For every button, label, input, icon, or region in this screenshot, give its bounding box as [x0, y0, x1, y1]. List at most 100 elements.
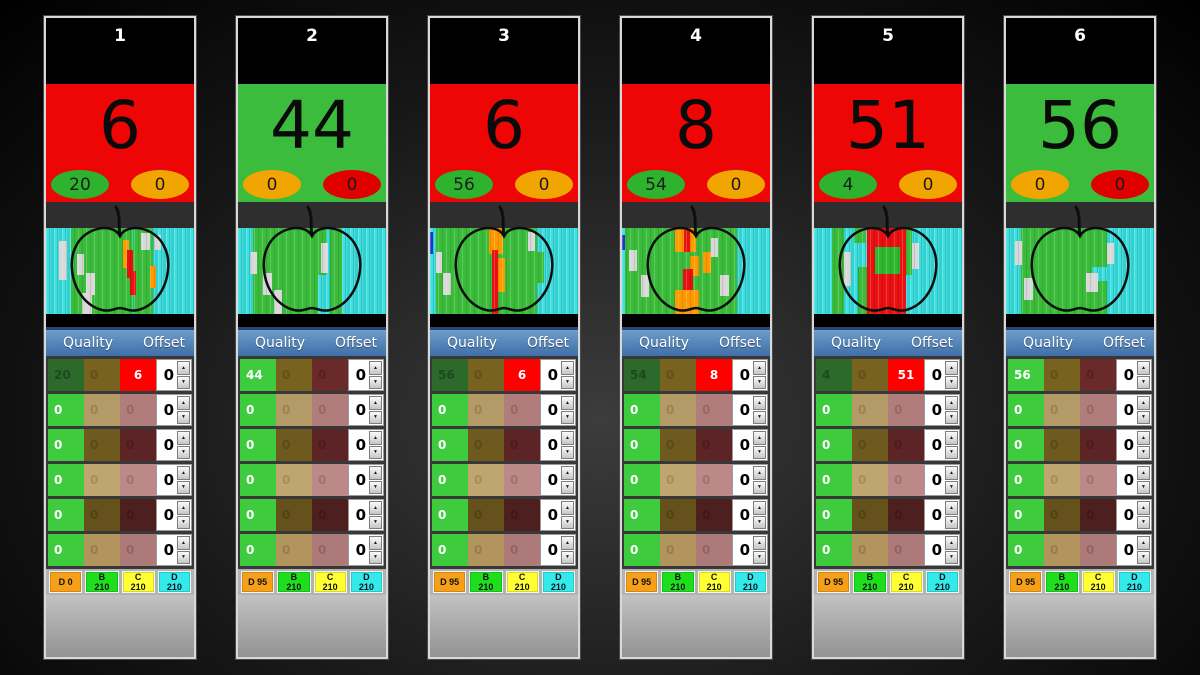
- spinner-up-button[interactable]: ▲: [369, 501, 382, 515]
- spinner-down-button[interactable]: ▼: [753, 410, 766, 424]
- spinner-up-button[interactable]: ▲: [561, 466, 574, 480]
- spinner-down-button[interactable]: ▼: [1137, 515, 1150, 529]
- offset-value[interactable]: 0: [1123, 436, 1134, 454]
- spinner-up-button[interactable]: ▲: [177, 466, 190, 480]
- grade-button-1[interactable]: D 95: [817, 571, 851, 593]
- spinner-up-button[interactable]: ▲: [753, 536, 766, 550]
- offset-value[interactable]: 0: [931, 401, 942, 419]
- spinner-up-button[interactable]: ▲: [561, 396, 574, 410]
- offset-value[interactable]: 0: [163, 401, 174, 419]
- spinner-down-button[interactable]: ▼: [561, 375, 574, 389]
- grade-button-4[interactable]: D 210: [157, 571, 191, 593]
- spinner-down-button[interactable]: ▼: [945, 445, 958, 459]
- grade-button-2[interactable]: B 210: [469, 571, 503, 593]
- offset-value[interactable]: 0: [163, 366, 174, 384]
- spinner-up-button[interactable]: ▲: [1137, 536, 1150, 550]
- grade-button-4[interactable]: D 210: [733, 571, 767, 593]
- spinner-down-button[interactable]: ▼: [369, 445, 382, 459]
- offset-value[interactable]: 0: [163, 541, 174, 559]
- spinner-up-button[interactable]: ▲: [1137, 431, 1150, 445]
- spinner-down-button[interactable]: ▼: [753, 445, 766, 459]
- grade-button-2[interactable]: B 210: [277, 571, 311, 593]
- grade-button-2[interactable]: B 210: [853, 571, 887, 593]
- spinner-down-button[interactable]: ▼: [177, 410, 190, 424]
- spinner-down-button[interactable]: ▼: [369, 550, 382, 564]
- spinner-down-button[interactable]: ▼: [753, 375, 766, 389]
- spinner-up-button[interactable]: ▲: [945, 396, 958, 410]
- spinner-up-button[interactable]: ▲: [945, 431, 958, 445]
- spinner-down-button[interactable]: ▼: [753, 515, 766, 529]
- offset-value[interactable]: 0: [547, 541, 558, 559]
- offset-value[interactable]: 0: [355, 436, 366, 454]
- spinner-down-button[interactable]: ▼: [177, 375, 190, 389]
- spinner-up-button[interactable]: ▲: [1137, 501, 1150, 515]
- spinner-up-button[interactable]: ▲: [753, 361, 766, 375]
- offset-value[interactable]: 0: [739, 401, 750, 419]
- spinner-up-button[interactable]: ▲: [753, 431, 766, 445]
- spinner-up-button[interactable]: ▲: [753, 501, 766, 515]
- grade-button-2[interactable]: B 210: [1045, 571, 1079, 593]
- spinner-down-button[interactable]: ▼: [561, 445, 574, 459]
- offset-value[interactable]: 0: [931, 471, 942, 489]
- offset-value[interactable]: 0: [547, 401, 558, 419]
- grade-button-3[interactable]: C 210: [889, 571, 923, 593]
- grade-button-3[interactable]: C 210: [121, 571, 155, 593]
- grade-button-3[interactable]: C 210: [1081, 571, 1115, 593]
- spinner-down-button[interactable]: ▼: [177, 480, 190, 494]
- grade-button-1[interactable]: D 0: [49, 571, 83, 593]
- offset-value[interactable]: 0: [547, 471, 558, 489]
- spinner-up-button[interactable]: ▲: [177, 431, 190, 445]
- grade-button-1[interactable]: D 95: [433, 571, 467, 593]
- offset-value[interactable]: 0: [355, 541, 366, 559]
- spinner-down-button[interactable]: ▼: [561, 550, 574, 564]
- spinner-down-button[interactable]: ▼: [561, 480, 574, 494]
- spinner-down-button[interactable]: ▼: [177, 445, 190, 459]
- spinner-up-button[interactable]: ▲: [177, 396, 190, 410]
- spinner-up-button[interactable]: ▲: [561, 501, 574, 515]
- offset-value[interactable]: 0: [931, 506, 942, 524]
- offset-value[interactable]: 0: [739, 541, 750, 559]
- offset-value[interactable]: 0: [163, 506, 174, 524]
- offset-value[interactable]: 0: [931, 366, 942, 384]
- spinner-down-button[interactable]: ▼: [945, 515, 958, 529]
- spinner-down-button[interactable]: ▼: [1137, 480, 1150, 494]
- spinner-down-button[interactable]: ▼: [369, 515, 382, 529]
- grade-button-2[interactable]: B 210: [85, 571, 119, 593]
- offset-value[interactable]: 0: [355, 471, 366, 489]
- spinner-down-button[interactable]: ▼: [369, 480, 382, 494]
- offset-value[interactable]: 0: [355, 401, 366, 419]
- spinner-up-button[interactable]: ▲: [177, 501, 190, 515]
- offset-value[interactable]: 0: [547, 506, 558, 524]
- spinner-up-button[interactable]: ▲: [945, 466, 958, 480]
- spinner-up-button[interactable]: ▲: [177, 361, 190, 375]
- spinner-up-button[interactable]: ▲: [1137, 466, 1150, 480]
- grade-button-1[interactable]: D 95: [625, 571, 659, 593]
- spinner-up-button[interactable]: ▲: [369, 466, 382, 480]
- spinner-up-button[interactable]: ▲: [369, 396, 382, 410]
- spinner-up-button[interactable]: ▲: [1137, 396, 1150, 410]
- spinner-up-button[interactable]: ▲: [369, 431, 382, 445]
- offset-value[interactable]: 0: [355, 366, 366, 384]
- spinner-down-button[interactable]: ▼: [945, 480, 958, 494]
- offset-value[interactable]: 0: [547, 436, 558, 454]
- offset-value[interactable]: 0: [931, 541, 942, 559]
- spinner-down-button[interactable]: ▼: [561, 410, 574, 424]
- offset-value[interactable]: 0: [1123, 541, 1134, 559]
- offset-value[interactable]: 0: [1123, 506, 1134, 524]
- offset-value[interactable]: 0: [739, 366, 750, 384]
- spinner-down-button[interactable]: ▼: [1137, 375, 1150, 389]
- spinner-down-button[interactable]: ▼: [177, 550, 190, 564]
- spinner-up-button[interactable]: ▲: [945, 361, 958, 375]
- spinner-up-button[interactable]: ▲: [561, 536, 574, 550]
- grade-button-4[interactable]: D 210: [1117, 571, 1151, 593]
- spinner-up-button[interactable]: ▲: [753, 396, 766, 410]
- spinner-up-button[interactable]: ▲: [369, 361, 382, 375]
- spinner-up-button[interactable]: ▲: [561, 431, 574, 445]
- grade-button-3[interactable]: C 210: [313, 571, 347, 593]
- spinner-down-button[interactable]: ▼: [753, 480, 766, 494]
- grade-button-2[interactable]: B 210: [661, 571, 695, 593]
- grade-button-1[interactable]: D 95: [241, 571, 275, 593]
- spinner-down-button[interactable]: ▼: [1137, 445, 1150, 459]
- grade-button-1[interactable]: D 95: [1009, 571, 1043, 593]
- spinner-down-button[interactable]: ▼: [945, 375, 958, 389]
